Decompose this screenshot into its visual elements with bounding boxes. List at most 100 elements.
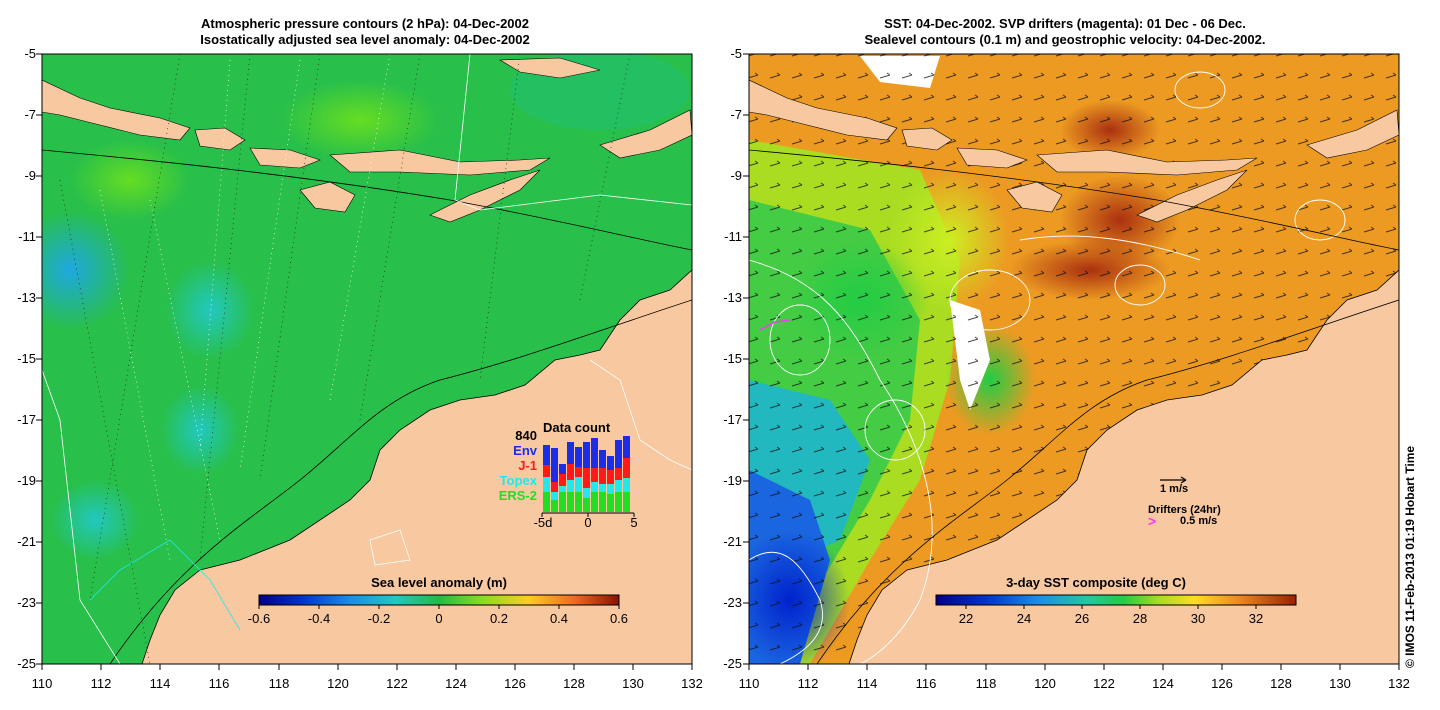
right-xtick: 128 xyxy=(1270,676,1292,691)
data-count-bar-segment xyxy=(559,486,566,492)
right-xtick: 116 xyxy=(915,676,937,691)
sst-colorbar-tick: 30 xyxy=(1190,611,1206,626)
data-count-bar-segment xyxy=(559,464,566,474)
sst-colorbar-tick: 26 xyxy=(1074,611,1090,626)
data-count-bar-segment xyxy=(591,482,598,492)
data-count-bar-segment xyxy=(599,468,606,484)
data-count-bar-segment xyxy=(567,442,574,464)
left-xtick: 128 xyxy=(563,676,585,691)
data-count-bar-segment xyxy=(607,456,614,470)
data-count-bar-segment xyxy=(543,492,550,512)
data-count-bar-segment xyxy=(623,478,630,492)
left-ytick: -23 xyxy=(17,595,36,610)
data-count-xtick: 0 xyxy=(584,515,592,530)
sla-colorbar-tick: 0.2 xyxy=(489,611,509,626)
left-ytick: -7 xyxy=(24,107,36,122)
right-ytick: -9 xyxy=(730,168,742,183)
sea-level-anomaly-map xyxy=(36,53,693,670)
sla-colorbar xyxy=(258,594,620,606)
left-ytick: -17 xyxy=(17,412,36,427)
right-ytick: -19 xyxy=(723,473,742,488)
drifters-scale-label: 0.5 m/s xyxy=(1180,515,1218,527)
data-count-bar-segment xyxy=(599,492,606,512)
right-xtick: 114 xyxy=(856,676,878,691)
right-ytick: -15 xyxy=(723,351,742,366)
sst-colorbar-title: 3-day SST composite (deg C) xyxy=(1006,575,1186,590)
right-ytick: -17 xyxy=(723,412,742,427)
right-xtick: 118 xyxy=(975,676,997,691)
data-count-bar-segment xyxy=(599,484,606,492)
data-count-bar-segment xyxy=(615,468,622,480)
right-ytick: -5 xyxy=(730,46,742,61)
left-xtick: 124 xyxy=(445,676,467,691)
data-count-bar-segment xyxy=(543,445,550,465)
data-count-bar-segment xyxy=(583,498,590,512)
right-xtick: 122 xyxy=(1093,676,1115,691)
data-count-bar-segment xyxy=(551,482,558,492)
right-ytick: -7 xyxy=(730,107,742,122)
right-xtick: 126 xyxy=(1211,676,1233,691)
left-xtick: 116 xyxy=(208,676,230,691)
left-ytick: -25 xyxy=(17,656,36,671)
velocity-scale-label: 1 m/s xyxy=(1160,483,1189,495)
left-xtick: 114 xyxy=(149,676,171,691)
java-land xyxy=(42,79,191,141)
data-count-bar-segment xyxy=(615,480,622,492)
data-count-bar-segment xyxy=(607,484,614,494)
sla-colorbar-tick: -0.2 xyxy=(367,611,391,626)
sla-colorbar-tick: 0.6 xyxy=(609,611,629,626)
left-xtick: 122 xyxy=(386,676,408,691)
left-ytick: -19 xyxy=(17,473,36,488)
legend-env: Env xyxy=(513,443,537,458)
data-count-bar-segment xyxy=(543,465,550,477)
data-count-xtick: 5 xyxy=(630,515,638,530)
sst-colorbar xyxy=(935,594,1297,606)
data-count-bar-segment xyxy=(607,470,614,484)
data-count-bar-segment xyxy=(591,438,598,468)
left-title-line2: Isostatically adjusted sea level anomaly… xyxy=(200,32,530,47)
data-count-bar-segment xyxy=(551,448,558,482)
drifter-scale-marker: > xyxy=(1148,513,1156,529)
left-ytick: -15 xyxy=(17,351,36,366)
right-xtick: 110 xyxy=(738,676,760,691)
data-count-bar-segment xyxy=(591,492,598,512)
velocity-scale-arrow xyxy=(1160,476,1187,484)
drifters-label: Drifters (24hr) xyxy=(1148,504,1221,516)
left-ytick: -9 xyxy=(24,168,36,183)
data-count-bar-segment xyxy=(575,492,582,512)
left-xtick: 130 xyxy=(622,676,644,691)
data-count-bar-segment xyxy=(607,494,614,512)
data-count-bar-segment xyxy=(567,492,574,512)
sst-colorbar-tick: 24 xyxy=(1016,611,1032,626)
right-xtick: 120 xyxy=(1034,676,1056,691)
right-xtick: 132 xyxy=(1388,676,1410,691)
data-count-chart xyxy=(541,436,635,517)
australia-land-right xyxy=(848,269,1399,664)
data-count-bar-segment xyxy=(575,477,582,492)
data-count-bar-segment xyxy=(599,450,606,468)
data-count-bar-segment xyxy=(559,492,566,512)
legend-ers2: ERS-2 xyxy=(498,488,537,503)
australia-land xyxy=(141,269,692,664)
copyright-notice: © IMOS 11-Feb-2013 01:19 Hobart Time xyxy=(1403,445,1417,668)
data-count-bar-segment xyxy=(551,492,558,500)
right-xtick: 130 xyxy=(1329,676,1351,691)
left-ytick: -11 xyxy=(18,229,36,244)
sst-colorbar-tick: 32 xyxy=(1248,611,1264,626)
left-ytick: -5 xyxy=(24,46,36,61)
right-title-line1: SST: 04-Dec-2002. SVP drifters (magenta)… xyxy=(884,16,1246,31)
right-xtick: 112 xyxy=(797,676,819,691)
left-title-line1: Atmospheric pressure contours (2 hPa): 0… xyxy=(201,16,529,31)
legend-topex: Topex xyxy=(499,473,537,488)
data-count-xtick: -5d xyxy=(533,515,553,530)
data-count-bar-segment xyxy=(615,492,622,512)
right-ytick: -21 xyxy=(723,534,742,549)
data-count-bar-segment xyxy=(575,467,582,477)
data-count-bar-segment xyxy=(615,440,622,468)
right-ytick: -13 xyxy=(723,290,742,305)
data-count-bar-segment xyxy=(559,474,566,486)
left-xtick: 126 xyxy=(504,676,526,691)
data-count-bar-segment xyxy=(623,436,630,458)
data-count-bar-segment xyxy=(543,477,550,492)
data-count-bar-segment xyxy=(623,492,630,512)
